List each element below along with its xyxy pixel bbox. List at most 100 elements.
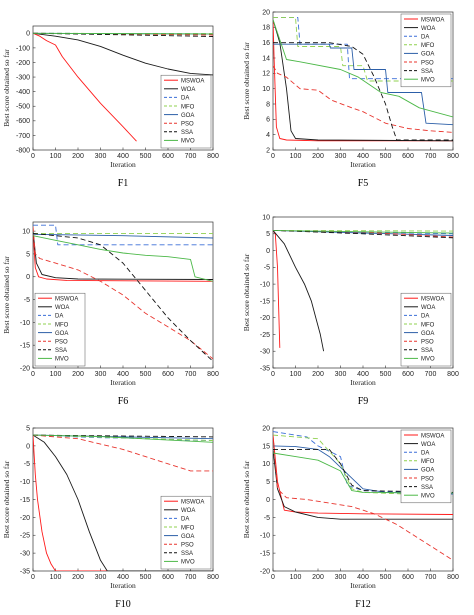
y-tick-label: -30	[20, 551, 30, 558]
legend-label: DA	[181, 96, 189, 102]
y-tick-label: 5	[26, 425, 30, 432]
legend-label: MSWOA	[421, 433, 444, 439]
legend-label: MVO	[55, 357, 69, 363]
x-tick-label: 600	[402, 153, 414, 160]
y-tick-label: -600	[16, 118, 30, 125]
legend: MSWOA WOA DA MFO GOA PSO SSA MVO	[400, 292, 452, 367]
legend-label: DA	[181, 517, 189, 523]
series-line-woa	[33, 434, 213, 571]
legend-label: MFO	[421, 322, 435, 328]
series-line-ssa	[273, 229, 453, 239]
legend-box	[400, 13, 452, 88]
legend-label: MFO	[421, 459, 435, 465]
x-tick-label: 300	[95, 153, 107, 160]
y-tick-label: 14	[262, 55, 270, 62]
series-line-mfo	[273, 229, 453, 232]
series-line-mvo	[273, 229, 453, 234]
legend-label: DA	[421, 35, 429, 41]
x-tick-label: 700	[185, 574, 197, 581]
series-line-goa	[33, 233, 213, 239]
chart-panel-f1: 0 100 200 300 400 500 600 700 800 0 -100 -200 -300 -4…	[2, 25, 219, 189]
y-tick-label: -5	[24, 297, 30, 304]
legend-label: PSO	[421, 60, 434, 66]
x-tick-label: 700	[425, 371, 437, 378]
x-tick-label: 0	[31, 574, 35, 581]
series-group	[33, 224, 213, 362]
legend-box	[160, 74, 212, 149]
y-tick-label: 0	[26, 31, 30, 38]
panel-caption: F9	[358, 396, 369, 407]
x-tick-label: 700	[425, 574, 437, 581]
legend-box	[400, 429, 452, 504]
y-axis-label: Best score obtained so far	[242, 253, 251, 331]
x-tick-label: 0	[271, 153, 275, 160]
x-axis-label: Iteration	[350, 581, 376, 590]
x-tick-label: 700	[425, 153, 437, 160]
x-tick-label: 100	[290, 153, 302, 160]
x-tick-label: 400	[357, 574, 369, 581]
y-axis-label: Best score obtained so far	[242, 460, 251, 538]
series-line-pso	[33, 434, 213, 472]
x-tick-label: 200	[312, 574, 324, 581]
y-tick-label: -400	[16, 89, 30, 96]
x-tick-label: 600	[162, 574, 174, 581]
x-tick-label: 100	[50, 371, 62, 378]
y-tick-label: -25	[260, 332, 270, 339]
panel-caption: F10	[115, 599, 131, 610]
series-group	[33, 434, 213, 571]
x-tick-label: 500	[380, 371, 392, 378]
x-tick-label: 300	[335, 371, 347, 378]
x-tick-label: 300	[335, 574, 347, 581]
legend-label: SSA	[421, 485, 433, 491]
y-tick-label: -35	[260, 365, 270, 372]
x-tick-label: 500	[380, 153, 392, 160]
legend-label: DA	[421, 314, 429, 320]
x-tick-label: 600	[162, 153, 174, 160]
x-tick-label: 200	[72, 153, 84, 160]
legend-label: MVO	[421, 357, 435, 363]
x-tick-label: 200	[72, 574, 84, 581]
y-tick-label: -10	[260, 533, 270, 540]
y-tick-label: -10	[20, 320, 30, 327]
legend-label: PSO	[421, 476, 434, 482]
y-tick-label: -25	[20, 533, 30, 540]
x-tick-label: 800	[447, 153, 459, 160]
x-tick-label: 300	[95, 574, 107, 581]
legend-label: MVO	[181, 560, 195, 566]
y-tick-label: -15	[260, 298, 270, 305]
y-tick-label: -20	[260, 315, 270, 322]
series-line-goa	[273, 43, 453, 126]
series-line-ssa	[33, 32, 213, 37]
x-tick-label: 200	[312, 153, 324, 160]
legend-label: SSA	[421, 69, 433, 75]
legend-label: MVO	[421, 78, 435, 84]
series-group	[33, 32, 213, 142]
x-tick-label: 400	[357, 371, 369, 378]
x-tick-label: 600	[402, 371, 414, 378]
series-line-woa	[273, 19, 453, 142]
series-line-pso	[273, 435, 453, 561]
y-tick-label: 16	[262, 40, 270, 47]
x-tick-label: 300	[95, 371, 107, 378]
series-line-mswoa	[273, 19, 453, 142]
y-tick-label: 4	[266, 132, 270, 139]
y-tick-label: -10	[20, 479, 30, 486]
x-tick-label: 400	[117, 153, 129, 160]
y-tick-label: 20	[262, 9, 270, 16]
series-line-mswoa	[33, 231, 213, 282]
series-line-pso	[33, 226, 213, 360]
y-tick-label: 5	[266, 231, 270, 238]
x-tick-label: 500	[140, 371, 152, 378]
chart-panel-f9: 0 100 200 300 400 500 600 700 800 10 5 0 -5 -10 -15 -20…	[242, 214, 459, 407]
chart-panel-f6: 0 100 200 300 400 500 600 700 800 10 5 0 -5 -10 -15 -20…	[2, 221, 219, 407]
series-line-ssa	[33, 232, 213, 362]
series-group	[273, 229, 453, 352]
x-tick-label: 100	[290, 371, 302, 378]
chart-panel-f12: 0 100 200 300 400 500 600 700 800 20 15 10 5 0 -5 -10 -1…	[242, 425, 459, 610]
x-tick-label: 700	[185, 153, 197, 160]
y-tick-label: 18	[262, 25, 270, 32]
legend-label: GOA	[421, 331, 434, 337]
legend-label: GOA	[181, 113, 194, 119]
series-line-mvo	[273, 19, 453, 118]
